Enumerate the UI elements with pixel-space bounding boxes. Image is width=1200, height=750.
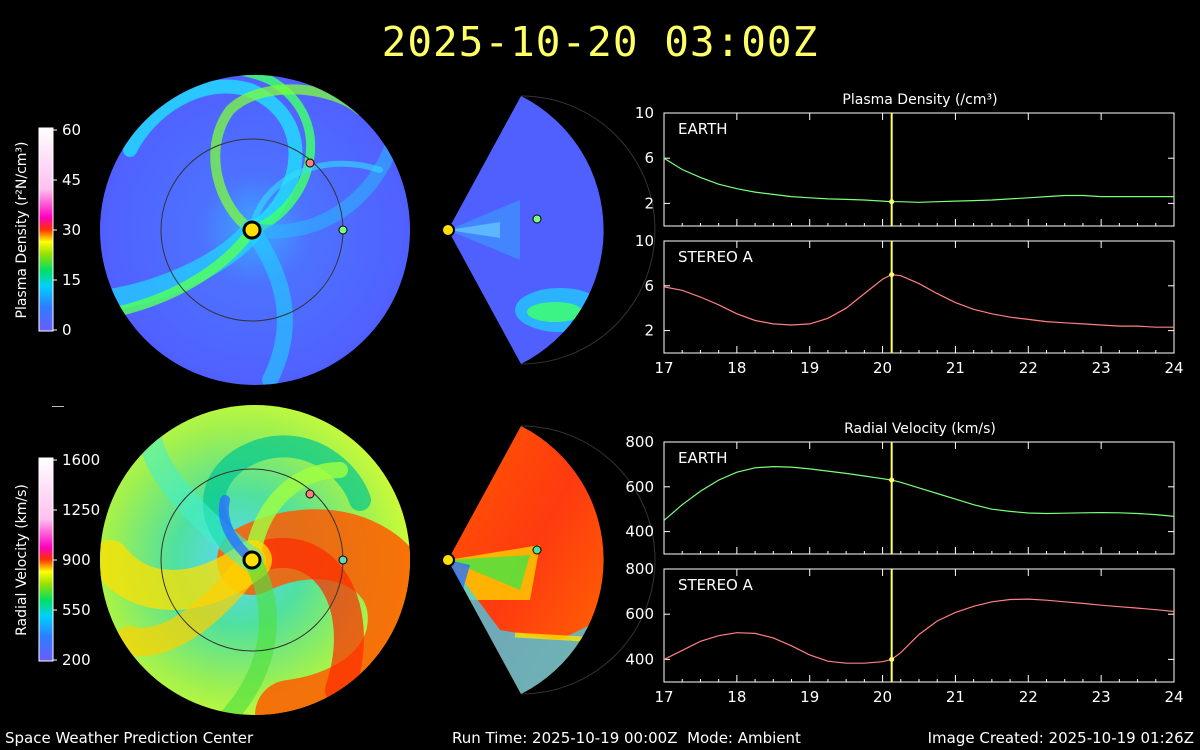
chart-title: Radial Velocity (km/s) (844, 421, 996, 437)
current-value-point (889, 272, 895, 278)
velocity-colorbar-tick-label: 200 (62, 651, 91, 669)
x-tick-label: 23 (1092, 359, 1111, 377)
time-series-charts: Plasma Density (/cm³) 10 6 2 EARTH 10 6 2 STEREO… (625, 92, 1183, 706)
velocity-colorbar-tick-label: 1600 (62, 451, 100, 469)
x-tick-label: 17 (654, 688, 673, 706)
x-tick-label: 19 (800, 359, 819, 377)
separator-dash (52, 406, 64, 407)
plasma-density-cm-chart: Plasma Density (/cm³) 10 6 2 EARTH 10 6 2 STEREO… (635, 92, 1184, 377)
earth-series-line (663, 157, 1174, 203)
earth-panel: 800 600 400 EARTH (625, 433, 1175, 555)
footer-run-time: Run Time: 2025-10-19 00:00Z (452, 729, 678, 747)
current-value-point (889, 477, 895, 483)
radial-velocity-km-s-chart: Radial Velocity (km/s) 800 600 400 EARTH 800 6… (625, 421, 1183, 706)
panel-label: EARTH (678, 120, 728, 138)
density-colorbar-tick-label: 60 (62, 121, 81, 139)
stereo-a-marker (305, 489, 315, 499)
earth-marker (532, 214, 542, 224)
stereo-a-series-line (663, 598, 1175, 664)
x-tick-label: 20 (873, 359, 892, 377)
velocity-colorbar-tick-label: 900 (62, 551, 91, 569)
sun-marker (441, 223, 455, 237)
y-tick-label: 10 (635, 232, 654, 250)
sun-marker (441, 553, 455, 567)
earth-marker (338, 225, 348, 235)
footer-image-created: Image Created: 2025-10-19 01:26Z (927, 729, 1194, 747)
panel-frame (663, 568, 1175, 683)
x-tick-label: 17 (654, 359, 673, 377)
y-tick-label: 600 (625, 605, 654, 623)
panel-frame (663, 240, 1175, 354)
velocity-colorbar-tick-label: 1250 (62, 501, 100, 519)
x-tick-label: 22 (1019, 688, 1038, 706)
velocity-meridional-wedge (448, 425, 656, 695)
x-tick-label: 24 (1164, 688, 1183, 706)
panel-label: STEREO A (678, 248, 754, 266)
x-tick-label: 22 (1019, 359, 1038, 377)
x-tick-label: 21 (946, 359, 965, 377)
sun-marker (242, 220, 262, 240)
density-colorbar-tick-label: 0 (62, 321, 72, 339)
density-colorbar-gradient (38, 127, 54, 332)
x-tick-label: 20 (873, 688, 892, 706)
sun-marker (242, 550, 262, 570)
density-meridional-wedge (448, 95, 656, 365)
footer-run-info: Run Time: 2025-10-19 00:00Z Mode: Ambien… (452, 729, 801, 747)
x-tick-label: 23 (1092, 688, 1111, 706)
x-tick-label: 21 (946, 688, 965, 706)
earth-marker (532, 545, 542, 555)
velocity-colorbar: 1600 1250 900 550 200 Radial Velocity (km/s) (14, 451, 100, 669)
current-value-point (889, 656, 895, 662)
panel-frame (663, 441, 1175, 555)
stereo-a-marker (305, 158, 315, 168)
y-tick-label: 400 (625, 523, 654, 541)
earth-series-line (663, 465, 1175, 521)
y-tick-label: 400 (625, 650, 654, 668)
velocity-colorbar-tick-label: 550 (62, 601, 91, 619)
y-tick-label: 600 (625, 478, 654, 496)
chart-title: Plasma Density (/cm³) (842, 92, 997, 108)
velocity-colorbar-gradient (38, 457, 54, 662)
stereo-a-panel: 800 600 400 STEREO A (625, 560, 1175, 683)
y-tick-label: 10 (635, 104, 654, 122)
stereo-a-panel: 10 6 2 STEREO A (635, 232, 1175, 354)
density-colorbar: 60 45 30 15 0 Plasma Density (r²N/cm³) (14, 121, 81, 339)
x-tick-label: 24 (1164, 359, 1183, 377)
y-tick-label: 6 (644, 149, 654, 167)
velocity-colorbar-label: Radial Velocity (km/s) (14, 484, 30, 636)
density-colorbar-tick-label: 30 (62, 221, 81, 239)
density-colorbar-label: Plasma Density (r²N/cm³) (14, 142, 30, 319)
x-tick-label: 19 (800, 688, 819, 706)
earth-panel: 10 6 2 EARTH (635, 104, 1175, 227)
y-tick-label: 2 (644, 322, 654, 340)
x-tick-label: 18 (727, 688, 746, 706)
panel-label: EARTH (678, 449, 728, 467)
panel-label: STEREO A (678, 576, 754, 594)
forecast-timestamp: 2025-10-20 03:00Z (381, 18, 819, 66)
stereo-a-series-line (663, 273, 1174, 328)
earth-marker (338, 555, 348, 565)
panel-frame (663, 112, 1175, 227)
footer-mode: Mode: Ambient (687, 729, 801, 747)
density-colorbar-tick-label: 45 (62, 171, 81, 189)
current-value-point (889, 199, 895, 205)
footer-org: Space Weather Prediction Center (5, 729, 254, 747)
y-tick-label: 6 (644, 277, 654, 295)
x-tick-label: 18 (727, 359, 746, 377)
density-colorbar-tick-label: 15 (62, 271, 81, 289)
y-tick-label: 800 (625, 560, 654, 578)
y-tick-label: 800 (625, 433, 654, 451)
y-tick-label: 2 (644, 194, 654, 212)
